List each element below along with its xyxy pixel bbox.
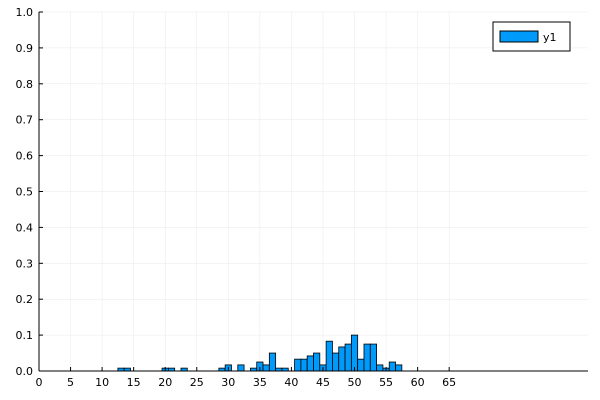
- bar: [369, 343, 378, 372]
- y-tick-label: 0.7: [16, 114, 34, 127]
- bar: [294, 358, 302, 372]
- x-tick-label: 50: [348, 376, 362, 389]
- y-axis-ticks: 0.0 0.1 0.2 0.3 0.4 0.5 0.6 0.7 0.8 0.9 1.0: [16, 6, 43, 378]
- bar: [268, 352, 277, 372]
- bar: [332, 352, 340, 372]
- bar: [237, 364, 245, 372]
- y-tick-label: 0.2: [16, 293, 34, 306]
- bar: [350, 334, 359, 372]
- x-tick-label: 35: [253, 376, 267, 389]
- bar: [313, 352, 321, 372]
- y-tick-label: 0.4: [16, 221, 34, 234]
- y-tick-label: 1.0: [16, 6, 34, 19]
- bar: [357, 358, 365, 372]
- grid-lines: [38, 11, 588, 372]
- bar: [325, 340, 333, 372]
- x-tick-label: 65: [442, 376, 456, 389]
- y-tick-label: 0.0: [16, 365, 34, 378]
- x-tick-label: 55: [379, 376, 393, 389]
- x-tick-label: 45: [316, 376, 330, 389]
- x-tick-label: 10: [95, 376, 109, 389]
- y-tick-label: 0.6: [16, 150, 34, 163]
- y-tick-label: 0.1: [16, 329, 34, 342]
- bar: [363, 343, 371, 372]
- y-tick-label: 0.5: [16, 186, 34, 199]
- bar: [376, 364, 384, 372]
- x-tick-label: 20: [158, 376, 172, 389]
- x-tick-label: 30: [221, 376, 235, 389]
- bar: [300, 358, 308, 372]
- bar: [395, 364, 403, 372]
- legend: y1: [492, 21, 571, 52]
- x-tick-label: 0: [36, 376, 43, 389]
- x-tick-label: 15: [127, 376, 141, 389]
- bar-series: [117, 334, 403, 372]
- bar: [344, 343, 352, 372]
- bar: [388, 361, 396, 372]
- y-tick-label: 0.9: [16, 42, 34, 55]
- bar: [262, 364, 270, 372]
- x-tick-label: 25: [190, 376, 204, 389]
- y-tick-label: 0.8: [16, 78, 34, 91]
- bar: [338, 346, 346, 372]
- x-tick-label: 5: [67, 376, 74, 389]
- x-tick-label: 60: [411, 376, 425, 389]
- bar: [306, 355, 314, 372]
- x-axis-ticks: 0 5 10 15 20 25 30 35 40 45 50 55 60 65: [36, 367, 456, 389]
- x-tick-label: 40: [284, 376, 298, 389]
- legend-label-y1: y1: [543, 31, 557, 44]
- y-tick-label: 0.3: [16, 257, 34, 270]
- legend-swatch-y1: [499, 30, 539, 43]
